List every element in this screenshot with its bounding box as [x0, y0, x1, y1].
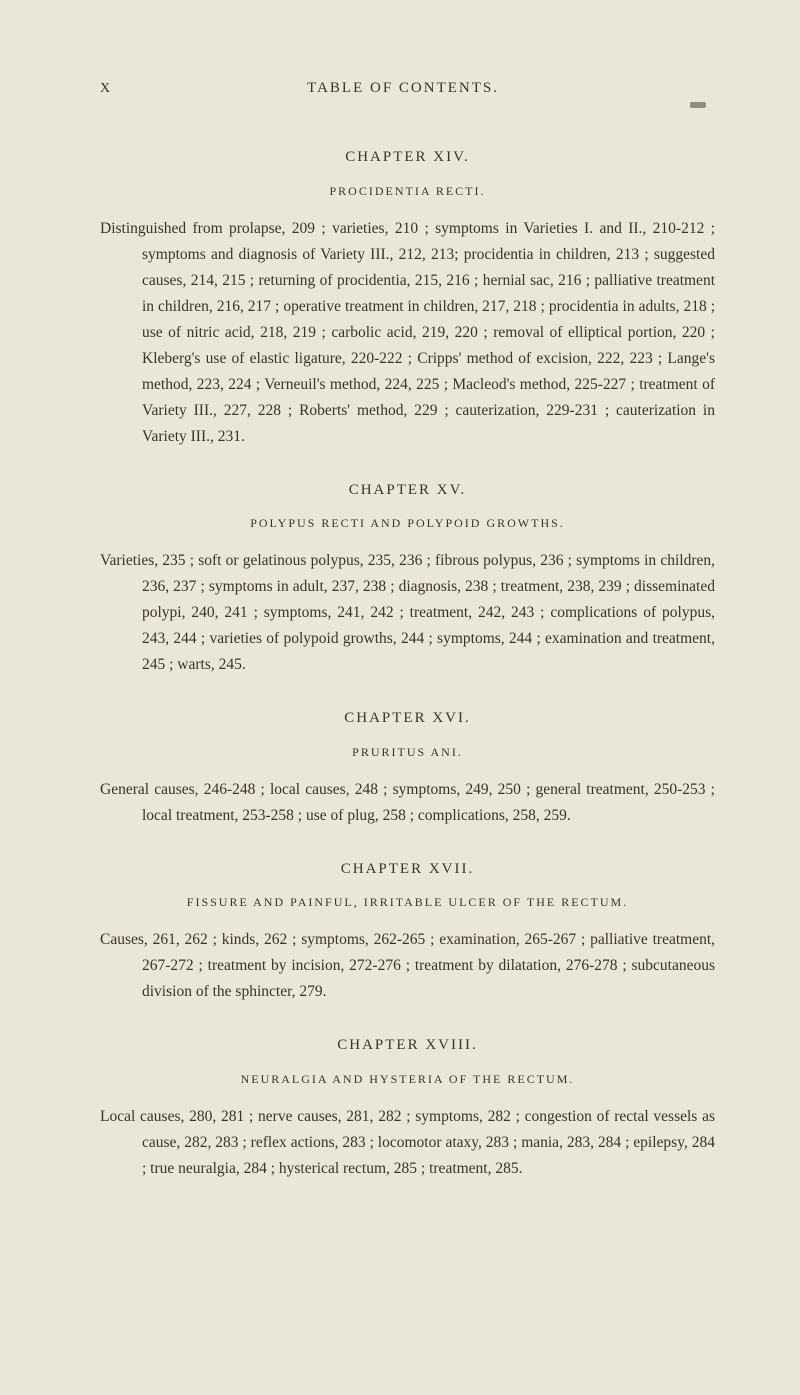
chapter-heading: CHAPTER XIV.	[100, 147, 715, 168]
chapter-body: Causes, 261, 262 ; kinds, 262 ; symptoms…	[100, 927, 715, 1005]
chapter-14: CHAPTER XIV. PROCIDENTIA RECTI. Distingu…	[100, 147, 715, 450]
chapter-16: CHAPTER XVI. PRURITUS ANI. General cause…	[100, 708, 715, 828]
decorative-marker	[690, 102, 706, 108]
chapter-15: CHAPTER XV. POLYPUS RECTI AND POLYPOID G…	[100, 480, 715, 678]
chapter-body: Varieties, 235 ; soft or gelatinous poly…	[100, 548, 715, 678]
chapter-17: CHAPTER XVII. FISSURE AND PAINFUL, IRRIT…	[100, 859, 715, 1005]
chapter-body: Local causes, 280, 281 ; nerve causes, 2…	[100, 1104, 715, 1182]
chapter-subtitle: POLYPUS RECTI AND POLYPOID GROWTHS.	[100, 515, 715, 532]
page-header: X TABLE OF CONTENTS.	[100, 78, 715, 99]
chapter-body: General causes, 246-248 ; local causes, …	[100, 777, 715, 829]
chapter-body: Distinguished from prolapse, 209 ; varie…	[100, 216, 715, 450]
chapter-subtitle: PROCIDENTIA RECTI.	[100, 183, 715, 200]
chapter-heading: CHAPTER XVI.	[100, 708, 715, 729]
chapter-subtitle: NEURALGIA AND HYSTERIA OF THE RECTUM.	[100, 1071, 715, 1088]
chapter-subtitle: FISSURE AND PAINFUL, IRRITABLE ULCER OF …	[100, 894, 715, 911]
running-title: TABLE OF CONTENTS.	[91, 78, 715, 99]
chapter-18: CHAPTER XVIII. NEURALGIA AND HYSTERIA OF…	[100, 1035, 715, 1181]
chapter-heading: CHAPTER XVIII.	[100, 1035, 715, 1056]
chapter-subtitle: PRURITUS ANI.	[100, 744, 715, 761]
chapter-heading: CHAPTER XV.	[100, 480, 715, 501]
chapter-heading: CHAPTER XVII.	[100, 859, 715, 880]
